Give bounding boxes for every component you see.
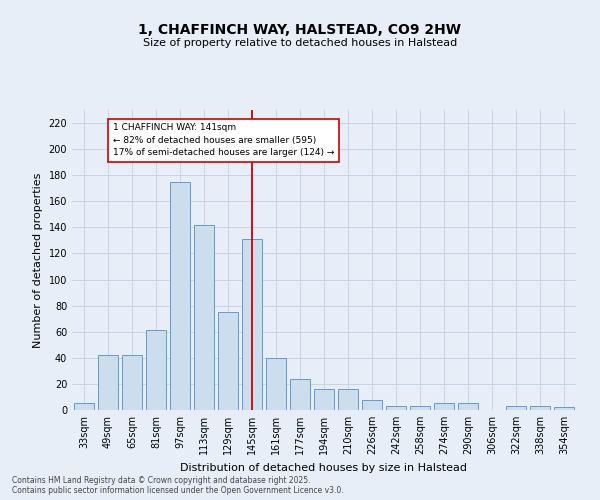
Bar: [74, 404, 94, 410]
X-axis label: Distribution of detached houses by size in Halstead: Distribution of detached houses by size …: [181, 462, 467, 472]
Text: 1 CHAFFINCH WAY: 141sqm
← 82% of detached houses are smaller (595)
17% of semi-d: 1 CHAFFINCH WAY: 141sqm ← 82% of detache…: [113, 123, 334, 157]
Bar: [170, 182, 190, 410]
Bar: [242, 239, 262, 410]
Bar: [410, 406, 430, 410]
Bar: [314, 389, 334, 410]
Bar: [362, 400, 382, 410]
Bar: [194, 225, 214, 410]
Y-axis label: Number of detached properties: Number of detached properties: [33, 172, 43, 348]
Bar: [290, 378, 310, 410]
Bar: [98, 355, 118, 410]
Bar: [458, 404, 478, 410]
Text: 1, CHAFFINCH WAY, HALSTEAD, CO9 2HW: 1, CHAFFINCH WAY, HALSTEAD, CO9 2HW: [139, 22, 461, 36]
Bar: [506, 406, 526, 410]
Bar: [434, 404, 454, 410]
Bar: [218, 312, 238, 410]
Bar: [338, 389, 358, 410]
Bar: [386, 406, 406, 410]
Bar: [554, 408, 574, 410]
Text: Contains HM Land Registry data © Crown copyright and database right 2025.
Contai: Contains HM Land Registry data © Crown c…: [12, 476, 344, 495]
Text: Size of property relative to detached houses in Halstead: Size of property relative to detached ho…: [143, 38, 457, 48]
Bar: [122, 355, 142, 410]
Bar: [530, 406, 550, 410]
Bar: [146, 330, 166, 410]
Bar: [266, 358, 286, 410]
